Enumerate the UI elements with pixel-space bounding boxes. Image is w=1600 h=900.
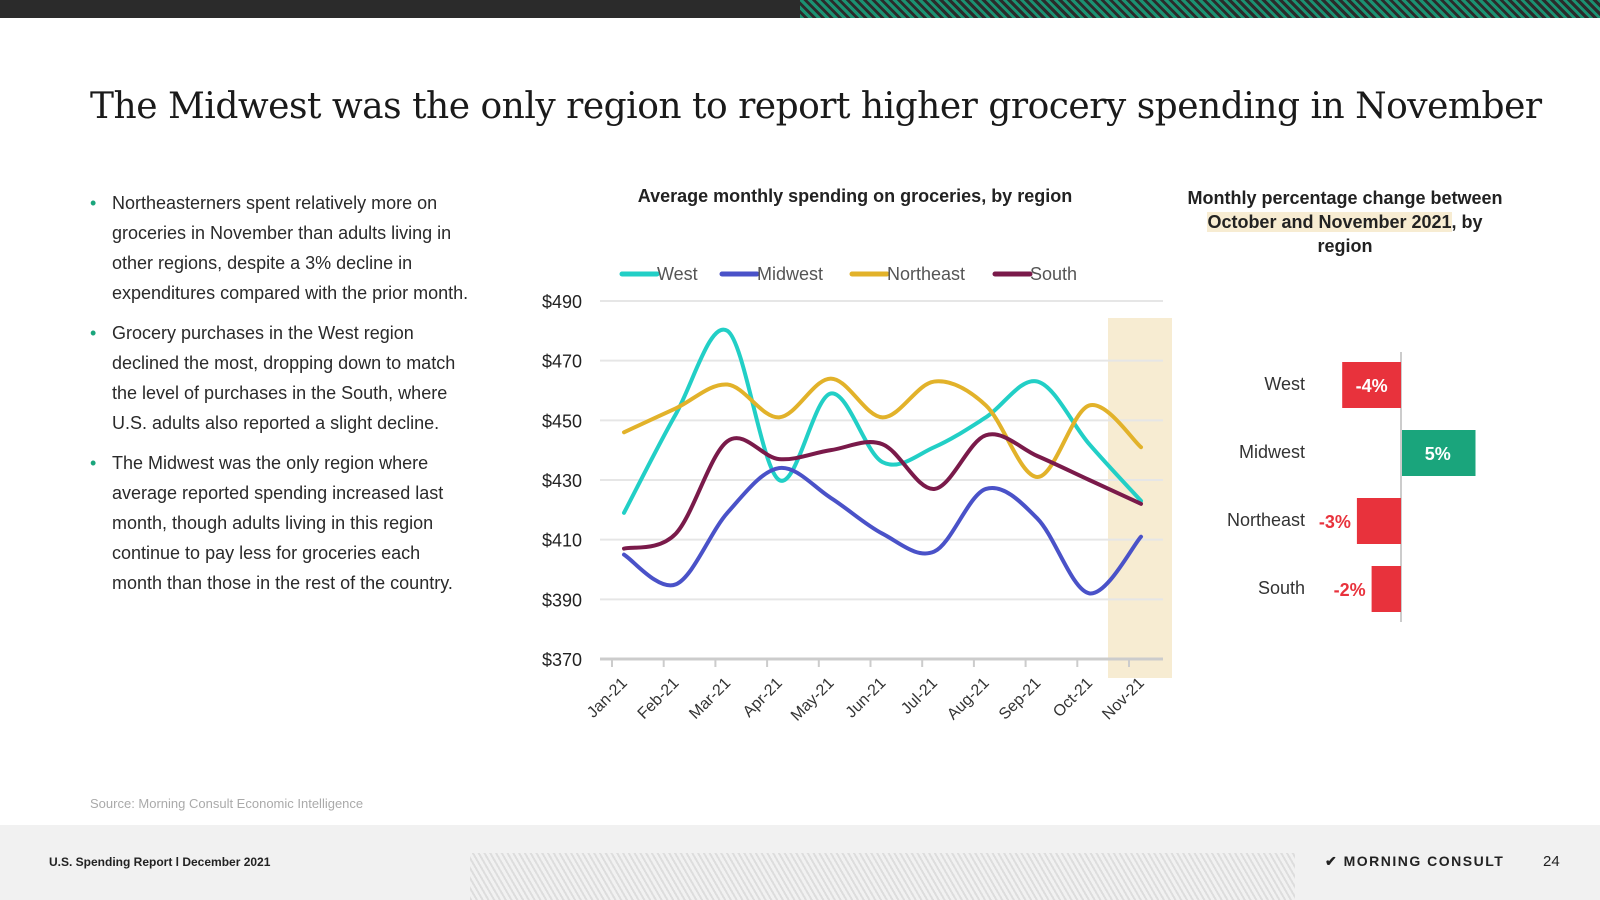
y-tick-label: $370: [542, 650, 582, 670]
highlight-band: [1108, 318, 1172, 678]
decorative-pattern: [800, 0, 1600, 18]
series-line-midwest: [622, 466, 1143, 596]
y-tick-label: $490: [542, 292, 582, 312]
y-tick-label: $430: [542, 471, 582, 491]
bar-value-label: 5%: [1425, 444, 1451, 464]
report-label: U.S. Spending Report l December 2021: [49, 855, 271, 869]
x-tick-label: Feb-21: [635, 675, 683, 723]
y-tick-label: $410: [542, 531, 582, 551]
y-tick-label: $470: [542, 352, 582, 372]
legend-label: Midwest: [757, 264, 823, 284]
y-tick-label: $390: [542, 590, 582, 610]
bullet-item: The Midwest was the only region where av…: [90, 448, 470, 598]
series-line-northeast: [622, 376, 1143, 480]
footer: U.S. Spending Report l December 2021 ✔ M…: [0, 825, 1600, 900]
morning-consult-logo: ✔ MORNING CONSULT: [1325, 853, 1505, 869]
bar-midwest: [1402, 430, 1476, 476]
x-tick-label: Apr-21: [740, 675, 786, 721]
x-tick-label: Mar-21: [686, 675, 734, 723]
bar-category-label: South: [1258, 578, 1305, 598]
bar-chart-title: Monthly percentage change between Octobe…: [1185, 186, 1505, 258]
bullet-list: Northeasterners spent relatively more on…: [90, 188, 470, 608]
series-line-south: [622, 432, 1143, 551]
bar-category-label: West: [1264, 374, 1305, 394]
top-bar: [0, 0, 1600, 18]
bar-south: [1371, 566, 1401, 612]
x-tick-label: Oct-21: [1050, 675, 1096, 721]
logo-text: MORNING CONSULT: [1343, 853, 1505, 869]
bar-title-highlight: October and November 2021: [1207, 212, 1452, 232]
line-chart-title: Average monthly spending on groceries, b…: [637, 186, 1073, 206]
bar-category-label: Midwest: [1239, 442, 1305, 462]
bar-value-label: -3%: [1319, 512, 1351, 532]
legend-label: South: [1030, 264, 1077, 284]
x-tick-label: Aug-21: [944, 675, 993, 724]
source-note: Source: Morning Consult Economic Intelli…: [90, 796, 364, 811]
x-tick-label: Jul-21: [898, 675, 941, 718]
x-tick-label: Jan-21: [584, 675, 631, 722]
x-tick-label: Nov-21: [1099, 675, 1148, 724]
bar-northeast: [1356, 498, 1401, 544]
bar-west: [1342, 362, 1401, 408]
bar-category-label: Northeast: [1227, 510, 1305, 530]
bar-value-label: -2%: [1334, 580, 1366, 600]
legend-label: Northeast: [887, 264, 965, 284]
bullet-item: Northeasterners spent relatively more on…: [90, 188, 470, 308]
x-tick-label: May-21: [788, 675, 838, 725]
page-number: 24: [1543, 853, 1560, 870]
page-title: The Midwest was the only region to repor…: [90, 86, 1542, 127]
x-tick-label: Sep-21: [996, 675, 1045, 724]
y-tick-label: $450: [542, 411, 582, 431]
x-tick-label: Jun-21: [843, 675, 890, 722]
bar-title-part: Monthly percentage change between: [1187, 188, 1503, 208]
decorative-pattern: [470, 853, 1295, 900]
bullet-item: Grocery purchases in the West region dec…: [90, 318, 470, 438]
bar-title-part: , by region: [1317, 212, 1483, 256]
series-line-west: [622, 327, 1143, 515]
legend-label: West: [657, 264, 698, 284]
bar-value-label: -4%: [1356, 376, 1388, 396]
